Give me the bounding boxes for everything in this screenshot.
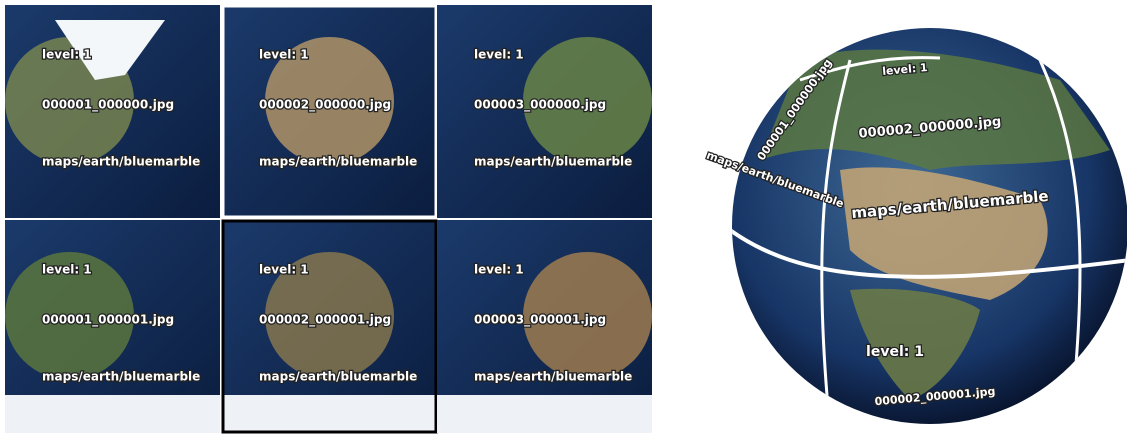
tile-level: level: 1 — [42, 263, 92, 277]
tile-land — [265, 36, 394, 165]
map-tile: level: 1 000001_000000.jpg maps/earth/blue… — [5, 5, 220, 218]
tile-level: level: 1 — [42, 48, 92, 62]
tile-grid: level: 1 000001_000000.jpg maps/earth/blue… — [5, 4, 652, 434]
map-tile: level: 1 000003_000001.jpg maps/earth/blue… — [437, 220, 652, 433]
map-tile: level: 1 000002_000001.jpg maps/earth/blue… — [221, 219, 438, 434]
tile-level: level: 1 — [259, 48, 309, 62]
tile-file: 000001_000001.jpg — [42, 313, 174, 328]
tile-land — [523, 251, 652, 380]
tile-level: level: 1 — [259, 263, 309, 277]
map-tile: level: 1 000002_000000.jpg maps/earth/blue… — [221, 4, 438, 219]
tile-ice — [5, 395, 220, 433]
map-tile: level: 1 000001_000001.jpg maps/earth/blue… — [5, 220, 220, 433]
tile-level: level: 1 — [474, 263, 524, 277]
tile-path: maps/earth/bluemarble — [474, 155, 632, 169]
tile-land — [265, 251, 394, 380]
tile-level: level: 1 — [474, 48, 524, 62]
tile-ice — [55, 20, 165, 80]
tile-file: 000003_000001.jpg — [474, 313, 606, 328]
tile-border — [221, 4, 438, 219]
tile-land — [523, 36, 652, 165]
tile-path: maps/earth/bluemarble — [474, 370, 632, 384]
tile-file: 000002_000001.jpg — [259, 313, 391, 328]
tile-land — [5, 251, 134, 380]
tile-ice — [437, 395, 652, 433]
tile-path: maps/earth/bluemarble — [42, 370, 200, 384]
map-tile: level: 1 000003_000000.jpg maps/earth/blue… — [437, 5, 652, 218]
globe-label: level: 1 — [866, 344, 924, 360]
tile-file: 000002_000000.jpg — [259, 98, 391, 113]
tile-ice — [222, 395, 437, 433]
tile-border — [221, 219, 438, 434]
tile-file: 000001_000000.jpg — [42, 98, 174, 113]
tile-path: maps/earth/bluemarble — [259, 155, 417, 169]
tile-path: maps/earth/bluemarble — [259, 370, 417, 384]
tile-path: maps/earth/bluemarble — [42, 155, 200, 169]
tile-file: 000003_000000.jpg — [474, 98, 606, 113]
globe-label: level: 1 — [882, 61, 928, 78]
